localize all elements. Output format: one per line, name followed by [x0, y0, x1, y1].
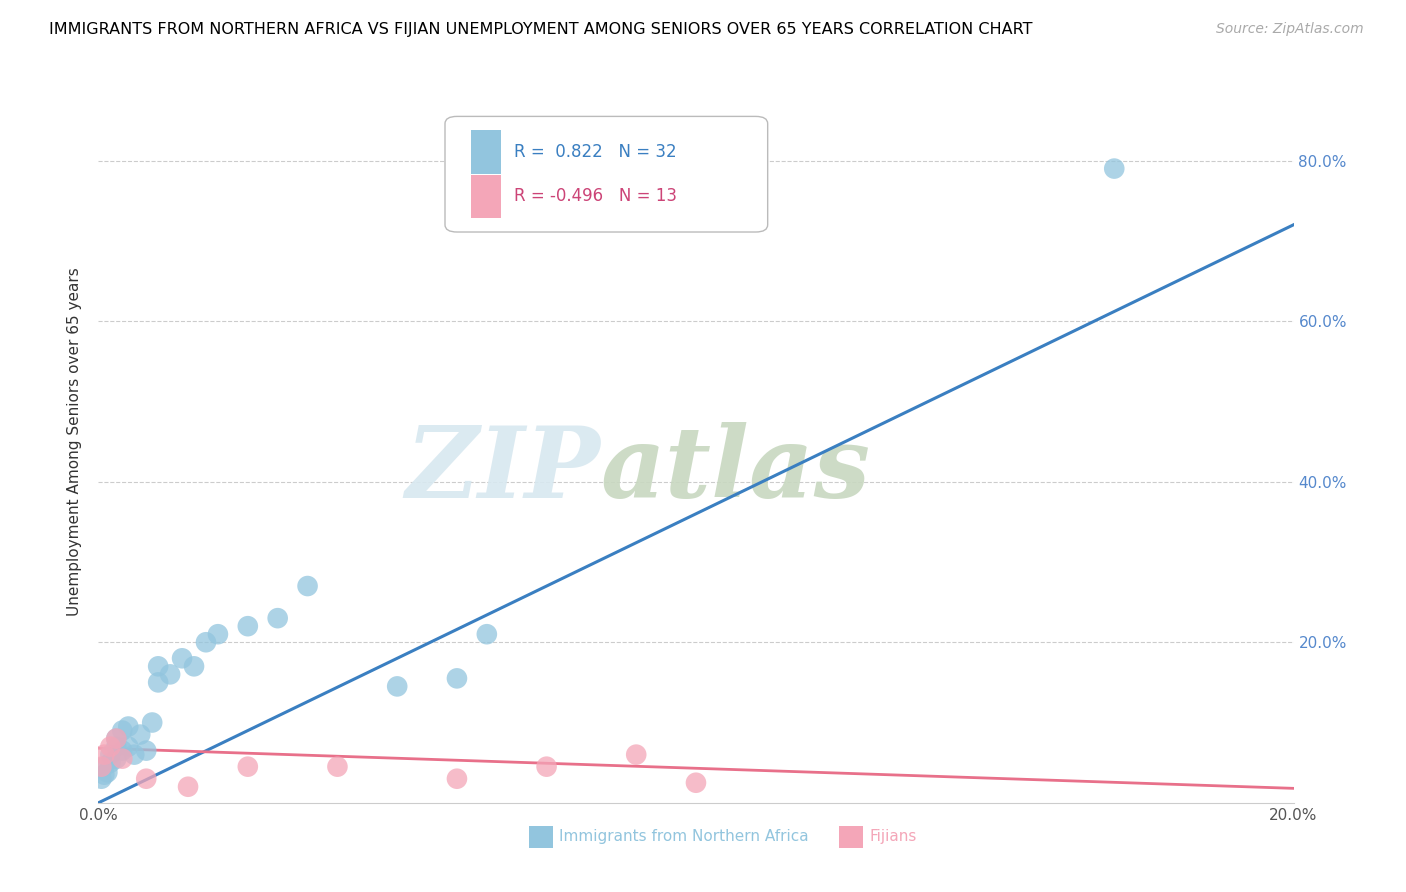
- Point: [148, 675, 170, 690]
- Point: [90, 772, 112, 786]
- Point: [111, 744, 134, 758]
- Point: [129, 728, 152, 742]
- Point: [183, 659, 205, 673]
- Point: [105, 731, 128, 746]
- Point: [177, 780, 200, 794]
- Text: IMMIGRANTS FROM NORTHERN AFRICA VS FIJIAN UNEMPLOYMENT AMONG SENIORS OVER 65 YEA: IMMIGRANTS FROM NORTHERN AFRICA VS FIJIA…: [49, 22, 1033, 37]
- Point: [326, 760, 349, 774]
- Point: [297, 579, 319, 593]
- Point: [90, 760, 112, 774]
- Point: [685, 153, 707, 168]
- Point: [105, 739, 128, 754]
- Point: [93, 767, 115, 781]
- Point: [98, 739, 122, 754]
- Point: [117, 739, 139, 754]
- Point: [96, 765, 118, 780]
- FancyBboxPatch shape: [471, 130, 501, 174]
- Text: atlas: atlas: [600, 422, 870, 518]
- Point: [236, 760, 259, 774]
- Point: [446, 671, 468, 685]
- FancyBboxPatch shape: [471, 175, 501, 219]
- Point: [267, 611, 290, 625]
- FancyBboxPatch shape: [839, 826, 863, 847]
- Point: [98, 747, 122, 762]
- Point: [172, 651, 194, 665]
- Point: [446, 772, 468, 786]
- Point: [385, 680, 409, 694]
- Point: [111, 751, 134, 765]
- Point: [195, 635, 218, 649]
- Point: [141, 715, 163, 730]
- Y-axis label: Unemployment Among Seniors over 65 years: Unemployment Among Seniors over 65 years: [67, 268, 83, 615]
- Point: [685, 776, 707, 790]
- Point: [536, 760, 558, 774]
- Point: [117, 719, 139, 733]
- FancyBboxPatch shape: [529, 826, 553, 847]
- Point: [105, 731, 128, 746]
- Point: [207, 627, 229, 641]
- Text: ZIP: ZIP: [405, 422, 600, 518]
- Text: R =  0.822   N = 32: R = 0.822 N = 32: [515, 143, 676, 161]
- Point: [148, 659, 170, 673]
- Point: [111, 723, 134, 738]
- Text: Fijians: Fijians: [869, 830, 917, 844]
- Text: Source: ZipAtlas.com: Source: ZipAtlas.com: [1216, 22, 1364, 37]
- Point: [135, 744, 157, 758]
- Text: R = -0.496   N = 13: R = -0.496 N = 13: [515, 187, 678, 205]
- Point: [159, 667, 181, 681]
- Point: [98, 756, 122, 770]
- Point: [124, 747, 146, 762]
- Point: [236, 619, 259, 633]
- Text: Immigrants from Northern Africa: Immigrants from Northern Africa: [558, 830, 808, 844]
- Point: [626, 747, 648, 762]
- Point: [1104, 161, 1126, 176]
- Point: [135, 772, 157, 786]
- FancyBboxPatch shape: [446, 116, 768, 232]
- Point: [93, 747, 115, 762]
- Point: [93, 760, 115, 774]
- Point: [475, 627, 498, 641]
- Point: [105, 751, 128, 765]
